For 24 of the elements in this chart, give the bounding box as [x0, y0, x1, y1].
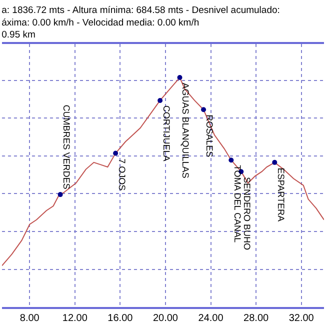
point: [58, 192, 63, 198]
x-tick-label: 16.00: [108, 313, 134, 324]
annotation: CORTIJUELA: [162, 105, 172, 162]
annotation: TOMA DEL CANAL: [232, 164, 242, 242]
point: [177, 75, 182, 80]
annotation: 7 OJOS: [116, 158, 127, 191]
annotation: CUMBRES VERDES: [61, 104, 72, 190]
point: [272, 160, 278, 165]
annotation: SENDERO BUHO: [242, 176, 252, 250]
x-tick-label: 20.00: [152, 313, 178, 324]
point: [201, 107, 206, 112]
annotation: ROSALES: [204, 114, 215, 158]
x-tick-label: 32.00: [288, 313, 314, 324]
x-tick-label: 24.00: [198, 313, 224, 324]
annotation: AGUAS BLANQUILLAS: [180, 82, 190, 178]
annotation: ESPARTERA: [276, 168, 286, 222]
point: [158, 98, 163, 103]
x-tick-label: 8.00: [20, 313, 40, 324]
x-tick-label: 12.00: [62, 313, 88, 324]
x-tick-label: 28.00: [244, 313, 270, 324]
point: [228, 158, 234, 163]
point: [113, 150, 118, 156]
chart-title: a: 1836.72 mts - Altura mínima: 684.58 mts - Desnivel acumulado:: [2, 5, 280, 16]
chart-subtitle: áxima: 0.00 km/h - Velocidad media: 0.00 km/h 0.95 km: [2, 17, 200, 41]
